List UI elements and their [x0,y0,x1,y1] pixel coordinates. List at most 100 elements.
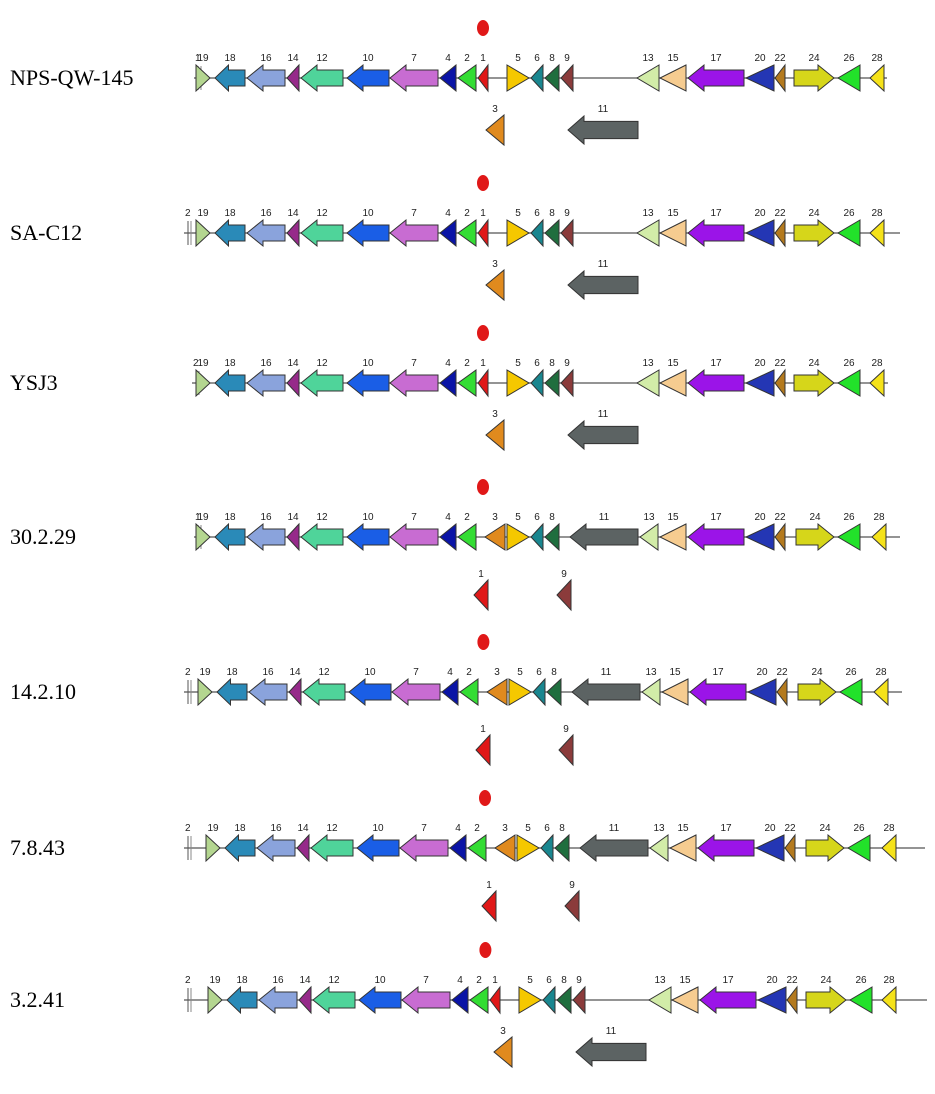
position-marker [477,175,489,191]
gene-arrow [847,834,871,862]
gene-number-label: 7 [411,512,417,523]
gene-number-label: 5 [525,823,531,834]
gene-number-label: 3 [492,259,498,270]
gene-number-label: 12 [318,667,330,678]
gene-arrow [572,985,586,1015]
position-marker [479,790,491,806]
gene-arrow [560,218,574,248]
gene-number-label: 24 [808,53,820,64]
gene-arrow [506,64,530,92]
gene-number-label: 16 [262,667,274,678]
gene-arrow [636,219,660,247]
gene-number-label: 7 [411,53,417,64]
gene-arrow [356,833,400,863]
gene-arrow [401,985,451,1015]
gene-number-label: 15 [669,667,681,678]
gene-number-label: 17 [722,975,734,986]
gene-arrow [389,522,439,552]
gene-arrow [639,523,659,551]
gene-arrow [300,522,344,552]
gene-number-label: 1 [480,724,486,735]
gene-number-label: 22 [786,975,798,986]
gene-arrow [518,986,542,1014]
gene-number-label: 6 [534,53,540,64]
gene-number-label: 10 [374,975,386,986]
gene-number-label: 7 [421,823,427,834]
gene-number-label: 12 [328,975,340,986]
gene-number-label: 19 [199,667,211,678]
gene-number-label: 1 [195,512,201,523]
gene-arrow [744,523,775,551]
gene-number-label: 22 [784,823,796,834]
gene-number-label: 7 [423,975,429,986]
gene-number-label: 15 [677,823,689,834]
gene-arrow [544,522,560,552]
gene-number-label: 26 [853,823,865,834]
gene-arrow [391,677,441,707]
gene-arrow [530,218,544,248]
gene-number-label: 3 [494,667,500,678]
gene-arrow [195,368,211,398]
gene-number-label: 28 [875,667,887,678]
gene-number-label: 18 [236,975,248,986]
gene-arrow [508,678,532,706]
gene-arrow [449,833,467,863]
gene-arrow [658,219,687,247]
gene-number-label: 20 [754,358,766,369]
gene-number-label: 20 [766,975,778,986]
gene-arrow [459,678,479,706]
gene-number-label: 14 [287,208,299,219]
gene-arrow [689,677,747,707]
gene-number-label: 9 [561,569,567,580]
gene-number-label: 5 [515,358,521,369]
gene-number-label: 10 [362,208,374,219]
gene-number-label: 8 [559,823,565,834]
gene-arrow [197,677,213,707]
gene-arrow [774,522,786,552]
gene-arrow [195,522,211,552]
gene-arrow [302,677,346,707]
gene-arrow [871,522,887,552]
gene-number-label: 28 [883,823,895,834]
gene-number-label: 13 [642,208,654,219]
gene-number-label: 15 [667,53,679,64]
gene-arrow [649,834,669,862]
gene-number-label: 22 [774,512,786,523]
gene-number-label: 12 [316,53,328,64]
gene-arrow [546,677,562,707]
gene-arrow [544,218,560,248]
gene-cluster-row: 14.2.102 19 18 16 14 12 10 7 4 2 3 5 6 8 11 13 15 17 20 22 2… [10,634,902,767]
displaced-gene-arrow [473,578,489,612]
gene-arrow [246,368,286,398]
gene-number-label: 17 [720,823,732,834]
gene-number-label: 1 [492,975,498,986]
gene-arrow [226,985,258,1015]
gene-number-label: 14 [299,975,311,986]
gene-arrow [457,369,477,397]
gene-arrow [873,677,889,707]
gene-number-label: 22 [774,208,786,219]
gene-number-label: 8 [549,512,555,523]
gene-number-label: 11 [598,104,609,115]
gene-number-label: 4 [447,667,453,678]
gene-arrow [346,218,390,248]
gene-number-label: 18 [226,667,238,678]
gene-number-label: 8 [561,975,567,986]
gene-number-label: 6 [544,823,550,834]
gene-number-label: 9 [564,358,570,369]
gene-number-label: 5 [515,208,521,219]
gene-arrow [540,833,554,863]
gene-number-label: 11 [601,667,612,678]
gene-arrow [300,63,344,93]
displaced-gene-arrow [558,733,574,767]
gene-number-label: 5 [517,667,523,678]
gene-arrow [532,677,546,707]
displaced-gene-arrow [481,889,497,923]
gene-number-label: 26 [843,208,855,219]
gene-number-label: 4 [455,823,461,834]
gene-arrow [477,63,489,93]
gene-arrow [494,834,516,862]
gene-arrow [556,985,572,1015]
gene-arrow [248,677,288,707]
gene-arrow [687,63,745,93]
